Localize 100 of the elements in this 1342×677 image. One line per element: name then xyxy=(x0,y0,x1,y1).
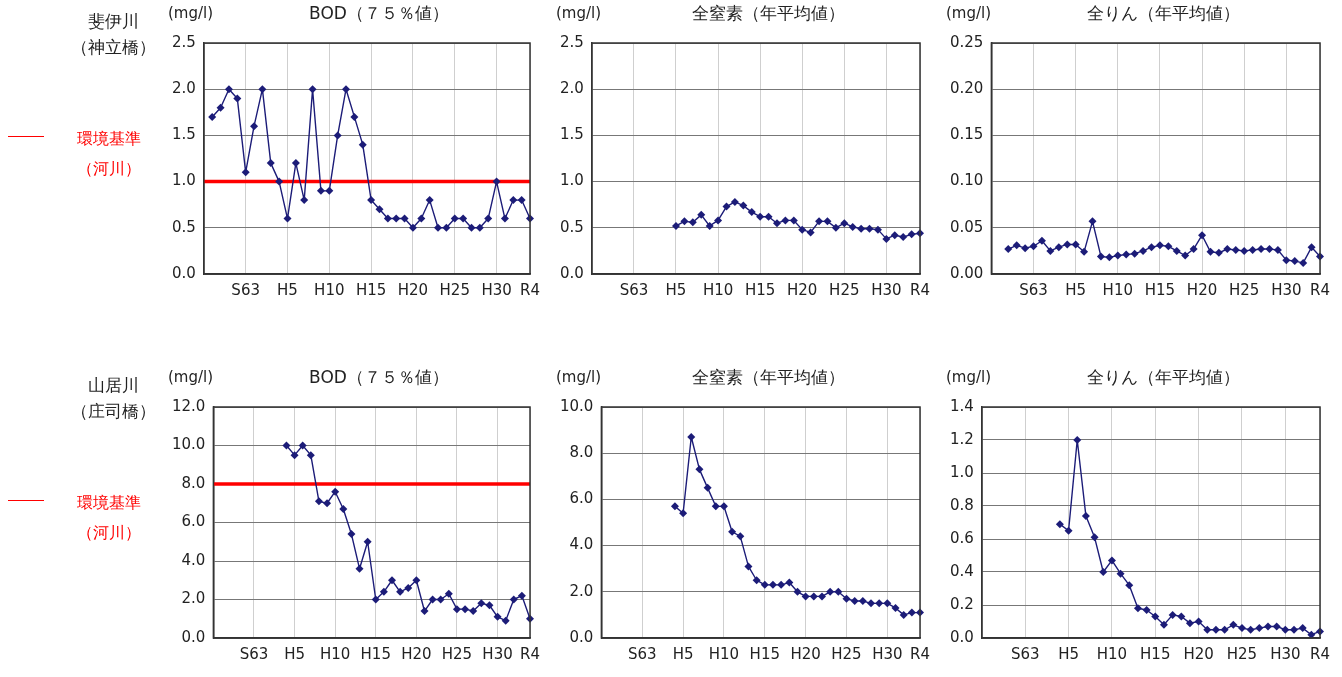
point xyxy=(736,532,745,541)
point xyxy=(517,196,526,205)
point xyxy=(323,499,332,508)
x-tick-label: H30 xyxy=(1270,644,1301,663)
x-tick-label: H10 xyxy=(1102,280,1133,299)
point xyxy=(1214,248,1223,257)
point xyxy=(282,441,291,450)
point xyxy=(392,214,401,223)
point xyxy=(1246,625,1255,634)
y-tick-label: 0.5 xyxy=(560,217,584,236)
point xyxy=(857,224,866,233)
point xyxy=(1147,243,1156,252)
point xyxy=(1273,245,1282,254)
point xyxy=(890,231,899,240)
point xyxy=(266,159,275,168)
point xyxy=(1181,251,1190,260)
point xyxy=(459,214,468,223)
x-tick-label: H5 xyxy=(284,644,305,663)
point xyxy=(425,196,434,205)
point xyxy=(719,502,728,511)
point xyxy=(687,433,696,442)
point xyxy=(1194,617,1203,626)
x-tick-label: H20 xyxy=(397,280,429,299)
point xyxy=(793,587,802,596)
point xyxy=(883,599,892,608)
point xyxy=(408,223,417,232)
point xyxy=(907,230,916,239)
point xyxy=(371,595,380,604)
chart-title: 全窒素（年平均値） xyxy=(690,2,846,25)
x-tick-label: R4 xyxy=(520,644,540,663)
point xyxy=(747,208,756,217)
point xyxy=(1063,240,1072,249)
y-tick-label: 0.2 xyxy=(950,594,974,613)
x-tick-label: H30 xyxy=(482,644,513,663)
point xyxy=(1211,625,1220,634)
point xyxy=(1151,612,1160,621)
point xyxy=(1116,569,1125,578)
point xyxy=(1122,250,1131,259)
point xyxy=(469,607,478,616)
x-tick-label: H15 xyxy=(1144,280,1176,299)
y-tick-label: 0.20 xyxy=(949,79,984,98)
point xyxy=(1307,630,1316,638)
point xyxy=(388,576,396,585)
x-tick-label: H15 xyxy=(744,280,776,299)
x-tick-label: H10 xyxy=(1096,644,1128,663)
point xyxy=(1229,620,1238,629)
point xyxy=(367,196,376,205)
y-tick-label: 0.0 xyxy=(560,263,584,282)
point xyxy=(475,223,484,232)
x-tick-label: S63 xyxy=(231,280,260,299)
y-tick-label: 2.5 xyxy=(172,32,196,51)
x-tick-label: H20 xyxy=(790,644,821,663)
y-tick-label: 0.10 xyxy=(949,171,984,190)
point xyxy=(907,608,916,617)
y-tick-label: 4.0 xyxy=(569,535,594,554)
point xyxy=(688,218,697,227)
point xyxy=(258,85,267,94)
point xyxy=(417,214,426,223)
y-tick-label: 0.05 xyxy=(949,217,984,236)
point xyxy=(703,483,712,492)
point xyxy=(517,591,526,600)
y-tick-label: 0.25 xyxy=(949,32,984,51)
x-tick-label: H30 xyxy=(872,644,903,663)
point xyxy=(420,607,429,616)
point xyxy=(1206,247,1215,256)
x-tick-label: H5 xyxy=(665,280,687,299)
point xyxy=(501,616,510,625)
point xyxy=(711,502,720,511)
point xyxy=(840,219,849,228)
y-axis-title: (mg/l) xyxy=(168,368,214,386)
point xyxy=(882,234,891,243)
point xyxy=(450,214,459,223)
y-tick-label: 10.0 xyxy=(171,435,206,454)
point xyxy=(500,214,509,223)
x-tick-label: H10 xyxy=(702,280,734,299)
y-axis-title: (mg/l) xyxy=(556,4,602,22)
point xyxy=(1105,253,1114,262)
point xyxy=(679,509,688,518)
point xyxy=(772,219,781,228)
point xyxy=(1164,242,1173,251)
point xyxy=(1263,622,1272,631)
point xyxy=(672,221,680,230)
point xyxy=(1177,612,1186,621)
point xyxy=(730,197,739,206)
point xyxy=(670,502,679,511)
point xyxy=(1139,246,1148,255)
y-tick-label: 0.00 xyxy=(949,263,984,282)
point xyxy=(1299,258,1308,267)
point xyxy=(493,612,502,621)
point xyxy=(756,212,765,221)
x-tick-label: H10 xyxy=(319,644,351,663)
y-tick-label: 0.0 xyxy=(181,627,206,646)
point xyxy=(760,580,769,589)
point xyxy=(1037,236,1046,245)
point xyxy=(436,595,445,604)
point xyxy=(400,214,409,223)
point xyxy=(350,112,359,121)
point xyxy=(250,122,259,131)
point xyxy=(781,216,790,225)
x-tick-label: S63 xyxy=(1019,280,1048,299)
